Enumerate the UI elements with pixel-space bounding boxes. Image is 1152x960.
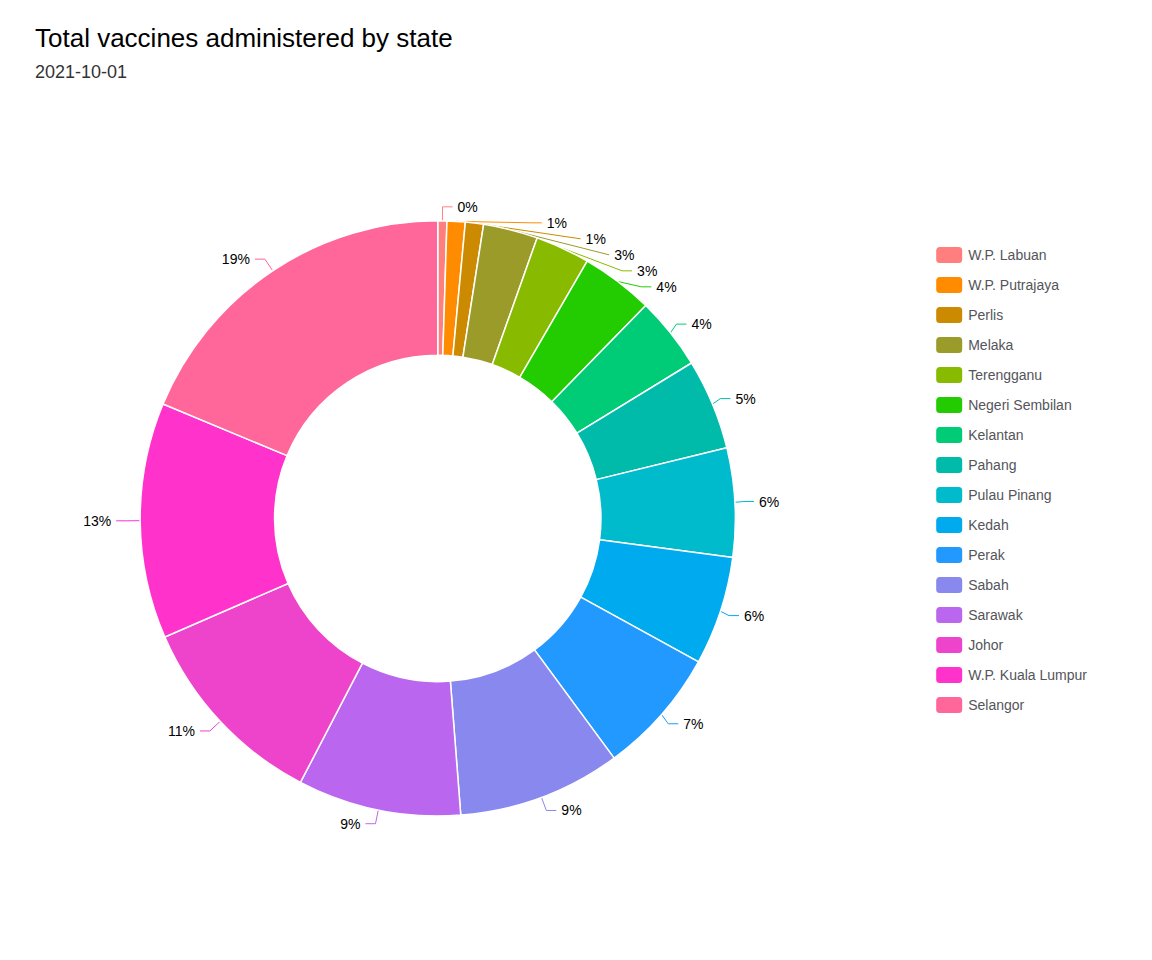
- svg-text:Kedah: Kedah: [968, 517, 1008, 533]
- svg-text:Selangor: Selangor: [968, 697, 1024, 713]
- svg-text:Sarawak: Sarawak: [968, 607, 1023, 623]
- svg-text:4%: 4%: [691, 316, 711, 332]
- svg-text:0%: 0%: [458, 199, 478, 215]
- svg-text:11%: 11%: [168, 723, 195, 739]
- svg-text:Kelantan: Kelantan: [968, 427, 1023, 443]
- svg-text:6%: 6%: [759, 494, 779, 510]
- svg-text:Pahang: Pahang: [968, 457, 1016, 473]
- svg-text:Terengganu: Terengganu: [968, 367, 1042, 383]
- svg-text:4%: 4%: [656, 279, 676, 295]
- svg-text:Johor: Johor: [968, 637, 1003, 653]
- svg-text:1%: 1%: [586, 231, 606, 247]
- svg-text:9%: 9%: [340, 816, 360, 832]
- svg-text:7%: 7%: [683, 716, 703, 732]
- svg-text:13%: 13%: [83, 513, 111, 529]
- svg-text:W.P. Kuala Lumpur: W.P. Kuala Lumpur: [968, 667, 1087, 683]
- svg-text:Perlis: Perlis: [968, 307, 1003, 323]
- svg-text:W.P. Labuan: W.P. Labuan: [968, 247, 1046, 263]
- svg-text:2021-10-01: 2021-10-01: [35, 62, 127, 82]
- svg-text:1%: 1%: [547, 215, 567, 231]
- svg-text:W.P. Putrajaya: W.P. Putrajaya: [968, 277, 1059, 293]
- svg-text:19%: 19%: [222, 251, 250, 267]
- svg-text:5%: 5%: [735, 391, 755, 407]
- svg-text:Pulau Pinang: Pulau Pinang: [968, 487, 1051, 503]
- svg-text:6%: 6%: [744, 608, 764, 624]
- svg-text:Sabah: Sabah: [968, 577, 1008, 593]
- svg-text:Perak: Perak: [968, 547, 1006, 563]
- svg-text:9%: 9%: [561, 802, 581, 818]
- svg-text:3%: 3%: [614, 247, 634, 263]
- svg-text:Negeri Sembilan: Negeri Sembilan: [968, 397, 1072, 413]
- svg-text:Total vaccines administered by: Total vaccines administered by state: [35, 23, 453, 53]
- svg-text:3%: 3%: [637, 263, 657, 279]
- svg-text:Melaka: Melaka: [968, 337, 1013, 353]
